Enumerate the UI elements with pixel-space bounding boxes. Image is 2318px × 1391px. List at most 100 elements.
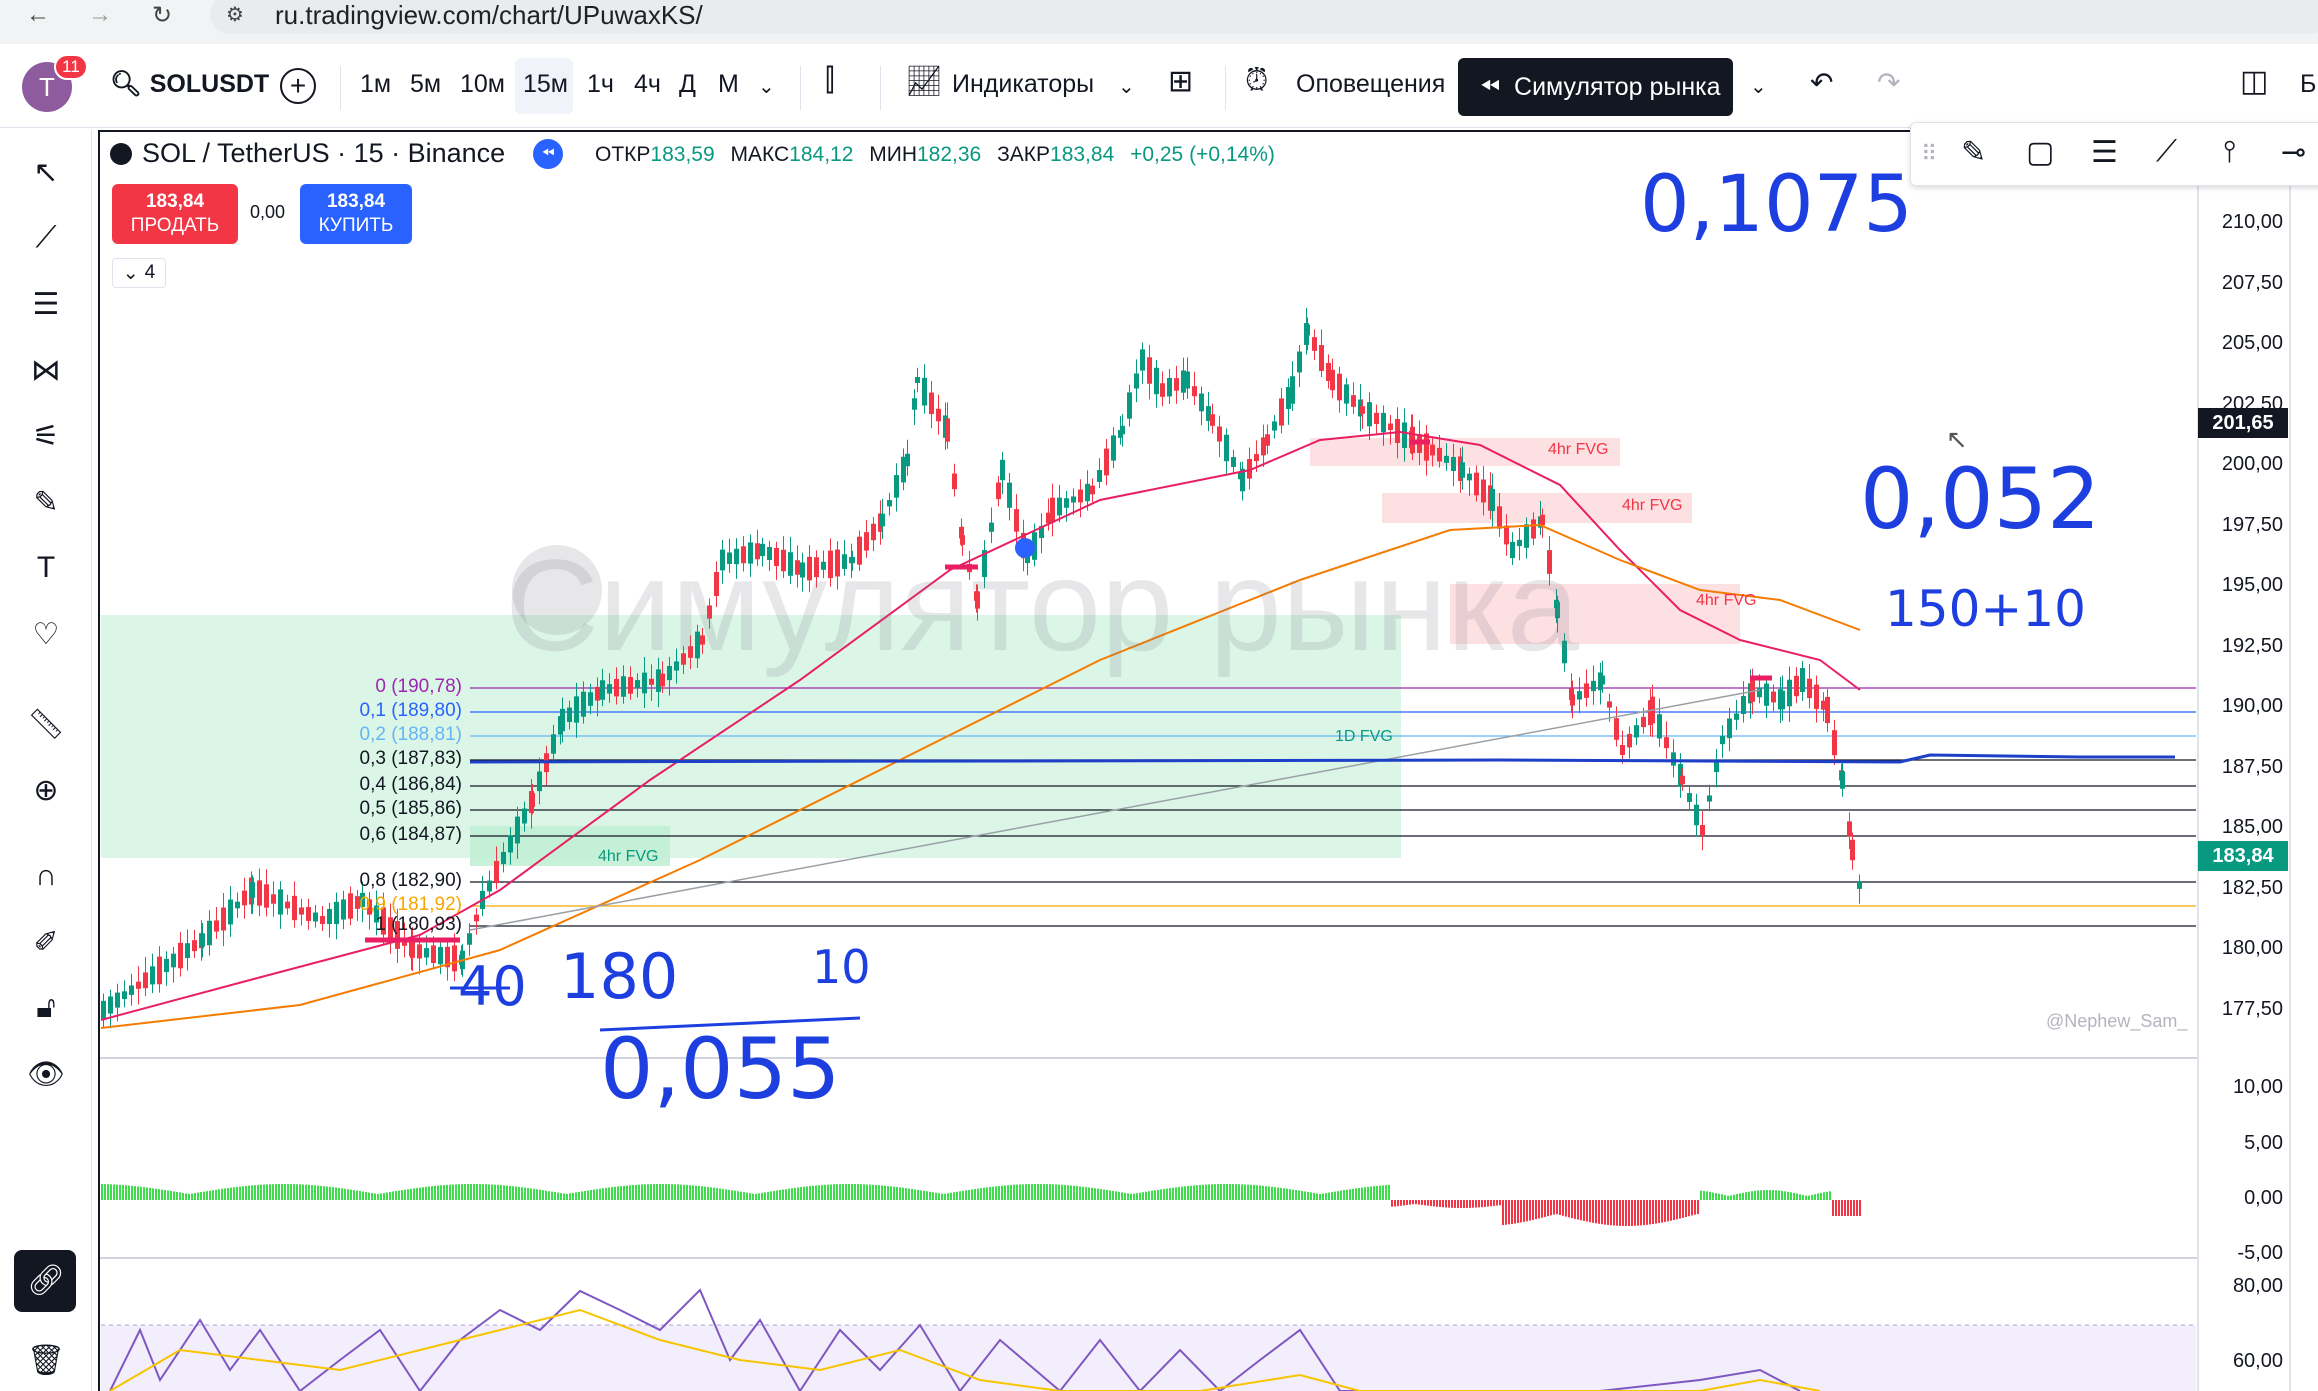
histogram-bar xyxy=(1583,1200,1585,1221)
timeframe-1h[interactable]: 1ч xyxy=(587,70,614,98)
symbol-search-button[interactable]: 🔍︎ SOLUSDT xyxy=(110,70,269,99)
legend-title[interactable]: SOL / TetherUS · 15 · Binance xyxy=(142,138,506,168)
eye-icon[interactable]: 👁︎ xyxy=(26,1057,66,1091)
histogram-bar xyxy=(1532,1200,1534,1220)
candle-body xyxy=(1467,473,1472,481)
lock-icon[interactable]: 🔓︎ xyxy=(36,991,56,1024)
histogram-bar xyxy=(335,1187,337,1200)
timeframe-5m[interactable]: 5м xyxy=(410,70,442,98)
histogram-bar xyxy=(1796,1193,1798,1200)
timeframe-10m[interactable]: 10м xyxy=(460,70,505,98)
histogram-bar xyxy=(968,1189,970,1200)
prediction-tools-icon[interactable]: ⚟ xyxy=(32,419,60,453)
alert-clock-icon[interactable]: ⏰︎ xyxy=(1245,64,1269,97)
candle-body xyxy=(1014,509,1019,532)
timeframe-1m[interactable]: 1м xyxy=(360,70,392,98)
indicators-chevron-icon[interactable]: ⌄ xyxy=(1118,76,1135,98)
mouse-cursor-icon: ↖ xyxy=(1946,424,1968,454)
fib-retracement-icon[interactable]: ☰ xyxy=(2091,136,2118,169)
candle-body xyxy=(1344,384,1349,404)
candles-chart-type-icon[interactable]: ⫿ xyxy=(825,64,835,97)
timeframe-15m[interactable]: 15м xyxy=(523,70,568,98)
redo-icon[interactable]: ↷ xyxy=(1877,67,1901,98)
candle-body xyxy=(588,692,593,706)
drag-handle-icon[interactable]: ⠿ xyxy=(1921,141,1938,166)
histogram-bar xyxy=(392,1191,394,1200)
url-text[interactable]: ru.tradingview.com/chart/UPuwaxKS/ xyxy=(275,0,703,30)
candle-body xyxy=(228,899,233,925)
histogram-bar xyxy=(494,1184,496,1200)
chart-pane[interactable] xyxy=(98,130,2318,1391)
histogram-bar xyxy=(248,1185,250,1200)
histogram-bar xyxy=(632,1185,634,1200)
sell-button[interactable]: 183,84 ПРОДАТЬ xyxy=(112,184,238,244)
brush-icon[interactable]: ✎ xyxy=(1961,136,1987,169)
histogram-bar xyxy=(1598,1200,1600,1224)
market-replay-button[interactable]: ⏪︎ Симулятор рынка xyxy=(1458,58,1733,116)
trend-line-icon[interactable]: ⟋ xyxy=(35,221,57,254)
histogram-bar xyxy=(785,1189,787,1200)
histogram-bar xyxy=(1079,1186,1081,1200)
histogram-bar xyxy=(1100,1189,1102,1200)
histogram-bar xyxy=(851,1184,853,1200)
histogram-bar xyxy=(146,1187,148,1200)
zoom-in-icon[interactable]: ⊕ xyxy=(33,773,59,807)
histogram-bar xyxy=(1655,1200,1657,1224)
brush-icon[interactable]: ✎ xyxy=(33,485,59,519)
magnet-icon[interactable]: ∩ xyxy=(35,859,57,892)
market-replay-label: Симулятор рынка xyxy=(1514,72,1721,101)
histogram-bar xyxy=(905,1188,907,1200)
panel-toggle-icon[interactable]: ◫ xyxy=(2240,65,2269,98)
histogram-bar xyxy=(713,1187,715,1200)
histogram-bar xyxy=(1217,1184,1219,1200)
site-settings-icon[interactable]: ⚙ xyxy=(226,4,244,26)
pattern-icon[interactable]: ⋈ xyxy=(31,353,61,387)
favorites-heart-icon[interactable]: ♡ xyxy=(32,617,60,651)
url-field[interactable] xyxy=(210,0,2318,34)
histogram-bar xyxy=(1490,1200,1492,1207)
vertical-line-icon[interactable]: ⫯ xyxy=(2223,135,2237,168)
partial-menu-item[interactable]: Б xyxy=(2300,70,2317,98)
legend-collapse-button[interactable]: ⌄ 4 xyxy=(112,258,166,288)
path-icon[interactable]: ⟋ xyxy=(2156,135,2177,168)
candle-body xyxy=(1064,498,1069,508)
candle-body xyxy=(1517,539,1522,547)
back-arrow-icon[interactable]: ← xyxy=(26,1,50,28)
indicators-button[interactable]: Индикаторы xyxy=(952,70,1095,98)
histogram-bar xyxy=(1340,1190,1342,1200)
horizontal-ray-icon[interactable]: ⊸ xyxy=(2281,136,2307,169)
indicators-icon[interactable]: 📈︎ xyxy=(905,65,944,98)
buy-button[interactable]: 183,84 КУПИТЬ xyxy=(300,184,412,244)
replay-mode-icon[interactable]: ⏪︎ xyxy=(533,138,564,169)
alerts-button[interactable]: Оповещения xyxy=(1296,70,1446,98)
histogram-bar xyxy=(1829,1191,1831,1200)
price-tick: 192,50 xyxy=(2221,634,2283,657)
cursor-icon[interactable]: ↖ xyxy=(33,155,59,189)
timeframe-4h[interactable]: 4ч xyxy=(634,70,661,98)
undo-icon[interactable]: ↶ xyxy=(1810,67,1834,98)
timeframe-day[interactable]: Д xyxy=(679,70,696,98)
rectangle-icon[interactable]: ▢ xyxy=(2026,136,2055,169)
timeframe-dropdown-chevron-icon[interactable]: ⌄ xyxy=(758,76,775,98)
timeframe-month[interactable]: М xyxy=(718,70,739,98)
trash-icon[interactable]: 🗑︎ xyxy=(26,1343,66,1377)
candle-body xyxy=(1265,434,1270,446)
histogram-bar xyxy=(1517,1200,1519,1223)
histogram-bar xyxy=(1493,1200,1495,1206)
histogram-bar xyxy=(1091,1187,1093,1200)
ruler-icon[interactable]: 📏︎ xyxy=(26,707,66,741)
histogram-bar xyxy=(1673,1200,1675,1220)
compare-symbol-plus-icon[interactable]: + xyxy=(280,68,316,104)
text-tool-icon[interactable]: T xyxy=(36,551,56,584)
link-icon[interactable]: 🔗︎ xyxy=(26,1263,66,1297)
lock-pencil-icon[interactable]: ✐ xyxy=(33,925,59,959)
histogram-bar xyxy=(164,1190,166,1200)
forward-arrow-icon[interactable]: → xyxy=(88,1,112,28)
histogram-bar xyxy=(1154,1190,1156,1200)
replay-chevron-icon[interactable]: ⌄ xyxy=(1750,76,1767,98)
candle-body xyxy=(242,890,247,906)
layouts-grid-icon[interactable]: ⊞ xyxy=(1168,65,1194,98)
fib-lines-icon[interactable]: ☰ xyxy=(32,287,60,321)
reload-icon[interactable]: ↻ xyxy=(151,1,173,29)
